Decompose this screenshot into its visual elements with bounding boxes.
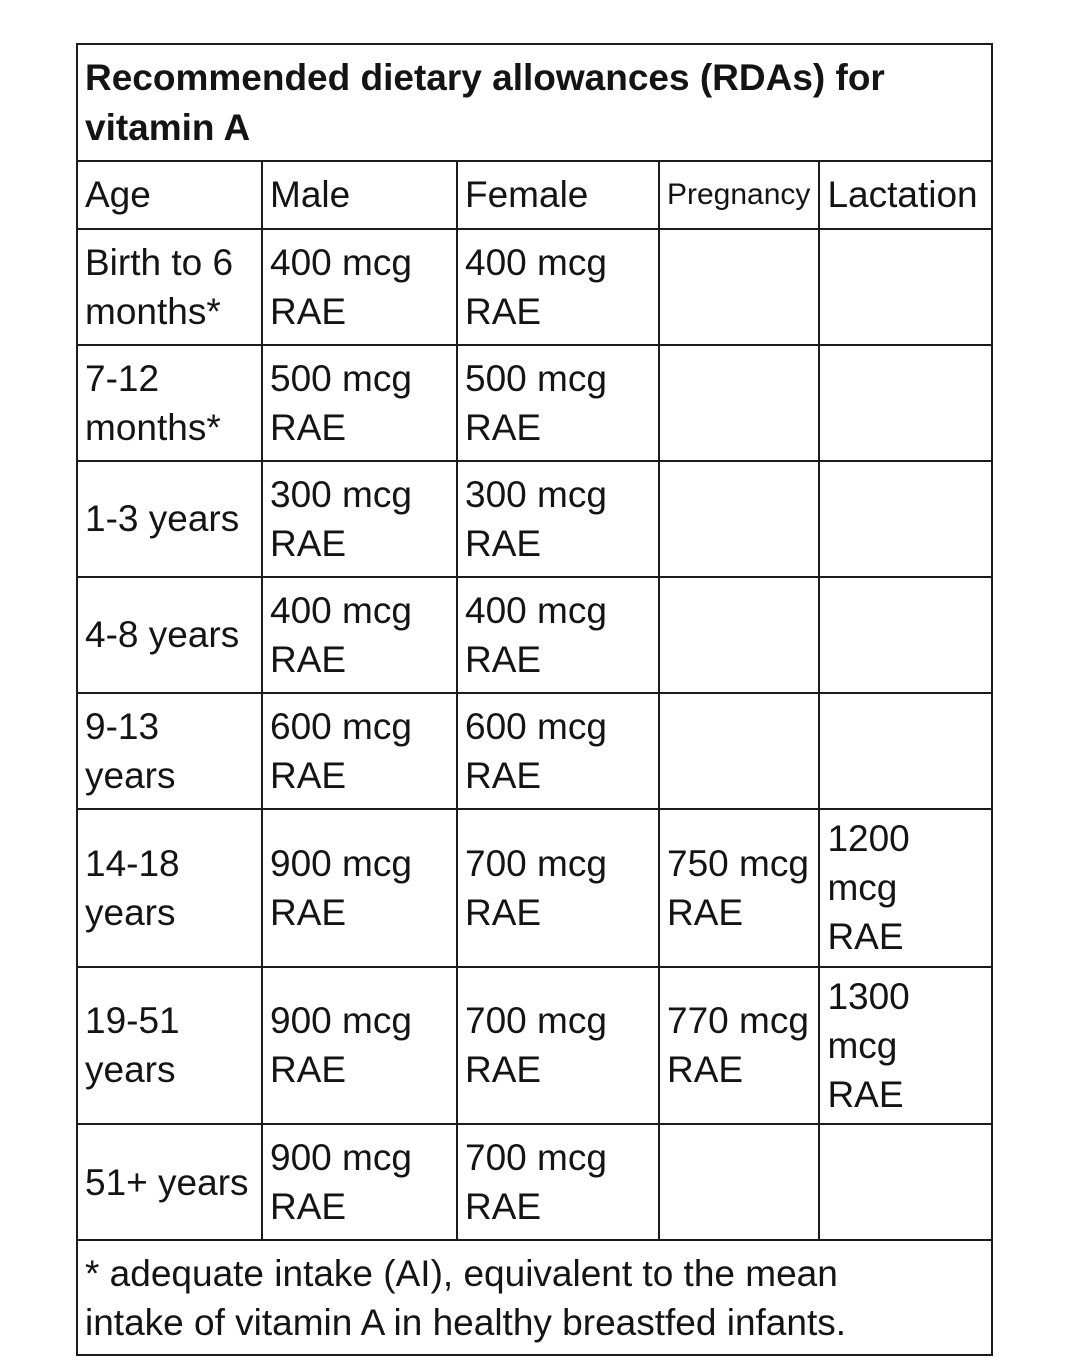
cell-female: 700 mcg RAE [456, 965, 660, 1126]
cell-female: 300 mcg RAE [456, 460, 660, 578]
table-row: 14-18 years 900 mcg RAE 700 mcg RAE 750 … [76, 808, 994, 968]
cell-female: 700 mcg RAE [456, 808, 660, 968]
header-row: Age Male Female Pregnancy Lactation [76, 160, 994, 230]
cell-pregnancy [657, 344, 821, 462]
cell-male: 400 mcg RAE [261, 228, 458, 346]
rda-table: Recommended dietary allowances (RDAs) fo… [75, 43, 994, 1357]
table-row: 7-12 months* 500 mcg RAE 500 mcg RAE [76, 344, 994, 462]
table-row: 51+ years 900 mcg RAE 700 mcg RAE [76, 1123, 994, 1242]
table-row: 1-3 years 300 mcg RAE 300 mcg RAE [76, 460, 994, 578]
footnote-row: * adequate intake (AI), equivalent to th… [75, 1239, 994, 1357]
cell-female: 400 mcg RAE [456, 228, 660, 346]
column-header-pregnancy: Pregnancy [657, 160, 821, 230]
column-header-male: Male [261, 160, 458, 230]
cell-age: 14-18 years [76, 808, 263, 968]
table-row: Birth to 6 months* 400 mcg RAE 400 mcg R… [76, 228, 994, 346]
table-row: 19-51 years 900 mcg RAE 700 mcg RAE 770 … [76, 965, 994, 1126]
cell-lactation [818, 576, 994, 694]
page-title: Recommended dietary allowances (RDAs) fo… [75, 43, 994, 162]
table-row: 9-13 years 600 mcg RAE 600 mcg RAE [76, 692, 994, 810]
cell-age: 51+ years [76, 1123, 263, 1242]
footnote: * adequate intake (AI), equivalent to th… [75, 1239, 994, 1357]
cell-pregnancy [657, 692, 821, 810]
cell-pregnancy [657, 228, 821, 346]
cell-male: 300 mcg RAE [261, 460, 458, 578]
cell-female: 600 mcg RAE [456, 692, 660, 810]
cell-female: 500 mcg RAE [456, 344, 660, 462]
cell-male: 400 mcg RAE [261, 576, 458, 694]
column-header-female: Female [456, 160, 660, 230]
cell-male: 900 mcg RAE [261, 808, 458, 968]
cell-lactation [818, 1123, 994, 1242]
cell-age: 4-8 years [76, 576, 263, 694]
cell-lactation [818, 460, 994, 578]
cell-lactation [818, 228, 994, 346]
cell-age: 9-13 years [76, 692, 263, 810]
cell-lactation [818, 692, 994, 810]
cell-lactation: 1200 mcg RAE [818, 808, 994, 968]
cell-lactation [818, 344, 994, 462]
table-row: 4-8 years 400 mcg RAE 400 mcg RAE [76, 576, 994, 694]
title-row: Recommended dietary allowances (RDAs) fo… [75, 43, 994, 162]
cell-age: Birth to 6 months* [76, 228, 263, 346]
column-header-lactation: Lactation [818, 160, 994, 230]
cell-pregnancy [657, 460, 821, 578]
cell-age: 7-12 months* [76, 344, 263, 462]
cell-pregnancy: 750 mcg RAE [657, 808, 821, 968]
cell-age: 19-51 years [76, 965, 263, 1126]
cell-pregnancy: 770 mcg RAE [657, 965, 821, 1126]
cell-age: 1-3 years [76, 460, 263, 578]
cell-lactation: 1300 mcg RAE [818, 965, 994, 1126]
cell-pregnancy [657, 576, 821, 694]
cell-male: 900 mcg RAE [261, 965, 458, 1126]
cell-pregnancy [657, 1123, 821, 1242]
cell-male: 600 mcg RAE [261, 692, 458, 810]
cell-female: 400 mcg RAE [456, 576, 660, 694]
cell-male: 900 mcg RAE [261, 1123, 458, 1242]
column-header-age: Age [76, 160, 263, 230]
cell-male: 500 mcg RAE [261, 344, 458, 462]
cell-female: 700 mcg RAE [456, 1123, 660, 1242]
